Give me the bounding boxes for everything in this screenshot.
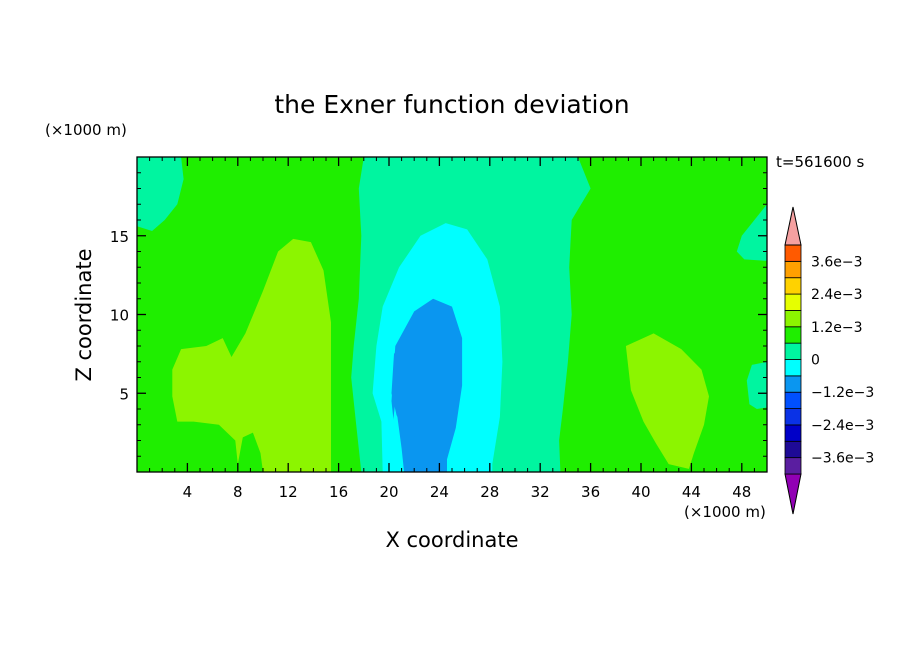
- contour-fill-group: [137, 157, 767, 472]
- colorbar-swatch: [784, 260, 802, 279]
- contour-region-negative_weak: [736, 204, 767, 261]
- colorbar-swatch: [784, 359, 802, 377]
- colorbar-swatch: [784, 375, 802, 393]
- colorbar-label: −2.4e−3: [811, 418, 874, 434]
- x-tick-label: 12: [279, 483, 298, 501]
- x-tick-label: 8: [233, 483, 243, 501]
- y-tick-label: 5: [119, 385, 129, 403]
- colorbar-swatch: [784, 293, 802, 311]
- colorbar-swatch: [784, 310, 802, 328]
- x-tick-label: 28: [480, 483, 499, 501]
- colorbar-swatch: [784, 440, 802, 459]
- y-tick-label: 10: [110, 307, 129, 325]
- colorbar-label: 0: [811, 353, 820, 369]
- x-tick-label: 16: [329, 483, 348, 501]
- colorbar-swatch: [784, 342, 802, 360]
- contour-region-negative_weak: [137, 157, 184, 231]
- x-axis: 4 8 12 16 20 24 28 32 36 40 44 48: [149, 157, 755, 501]
- x-axis-label: X coordinate: [385, 528, 518, 552]
- colorbar-label: 2.4e−3: [811, 287, 863, 303]
- y-axis-label: Z coordinate: [72, 248, 96, 381]
- time-label: t=561600 s: [776, 153, 864, 171]
- colorbar-swatch: [784, 277, 802, 295]
- contour-region-negative_mid: [382, 401, 405, 472]
- x-tick-label: 40: [631, 483, 650, 501]
- contour-region-negative_weak: [746, 361, 767, 409]
- chart-title: the Exner function deviation: [274, 90, 629, 119]
- colorbar-swatch: [784, 424, 802, 442]
- x-tick-label: 24: [430, 483, 449, 501]
- y-axis: 5 10 15: [110, 172, 767, 457]
- colorbar-swatch: [784, 326, 802, 344]
- colorbar-label: 3.6e−3: [811, 254, 863, 270]
- y-unit-label: (×1000 m): [45, 121, 127, 139]
- x-unit-label: (×1000 m): [684, 503, 766, 521]
- x-tick-label: 20: [379, 483, 398, 501]
- colorbar-label: −1.2e−3: [811, 385, 874, 401]
- x-tick-label: 48: [732, 483, 751, 501]
- contour-region-negative_strong: [391, 336, 444, 438]
- colorbar: 3.6e−3 2.4e−3 1.2e−3 0 −1.2e−3 −2.4e−3 −3.6e−3: [784, 206, 874, 515]
- colorbar-swatch: [784, 408, 802, 426]
- colorbar-over-triangle: [784, 206, 802, 246]
- x-tick-label: 44: [682, 483, 701, 501]
- contour-region-positive_weak: [172, 238, 331, 472]
- colorbar-swatch: [784, 391, 802, 409]
- contour-region-positive_weak: [625, 333, 709, 469]
- colorbar-swatch: [784, 244, 802, 262]
- y-tick-label: 15: [110, 228, 129, 246]
- x-tick-label: 36: [581, 483, 600, 501]
- colorbar-swatch: [784, 457, 802, 475]
- colorbar-label: 1.2e−3: [811, 320, 863, 336]
- x-tick-label: 4: [183, 483, 193, 501]
- x-tick-label: 32: [531, 483, 550, 501]
- colorbar-label: −3.6e−3: [811, 451, 874, 467]
